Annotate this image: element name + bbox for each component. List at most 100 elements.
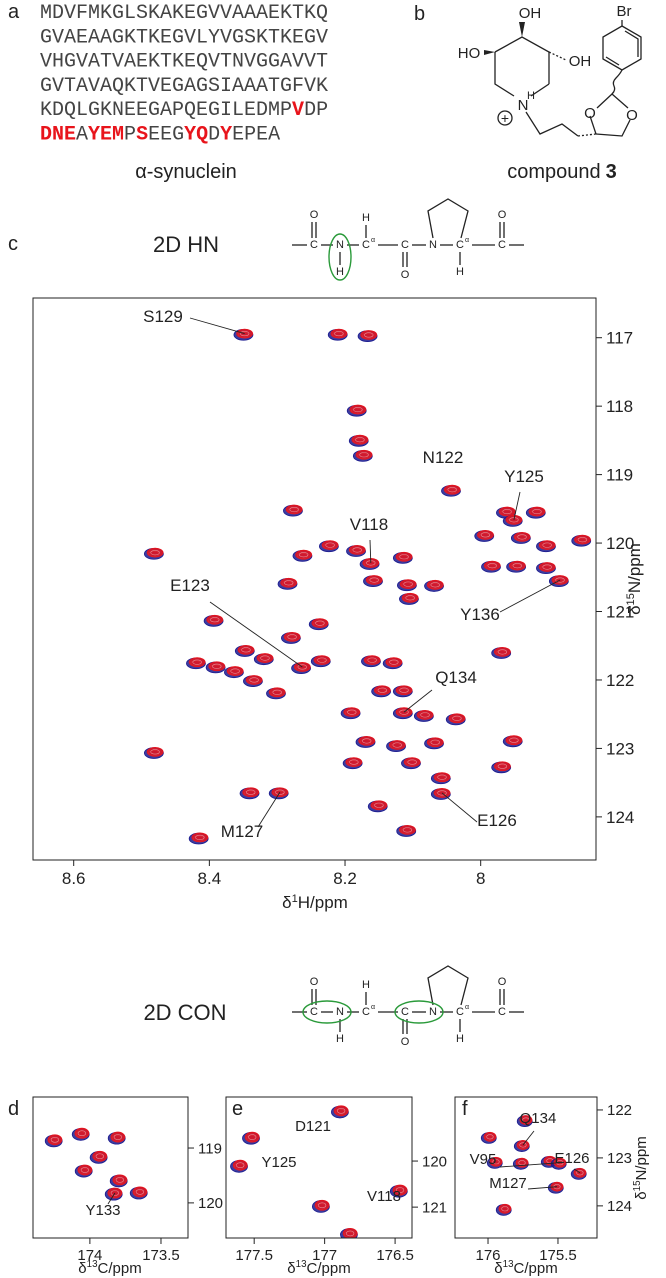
axis-title-part: 15 [632, 1180, 643, 1191]
peak-contour [399, 824, 416, 835]
sequence-line: VHGVATVAEKTKEQVTNVGGAVVT [40, 51, 328, 74]
bond [577, 133, 597, 137]
scheme-atom: O [401, 269, 410, 281]
peak-contour [448, 713, 466, 724]
peak-contour [256, 653, 274, 663]
bond [595, 119, 631, 137]
peak-contour [232, 1159, 248, 1171]
peak-contour [532, 509, 542, 515]
peak [392, 685, 413, 698]
peak-contour [150, 550, 160, 556]
panel-letter: e [232, 1098, 243, 1120]
residue: YEM [88, 124, 124, 147]
x-tick-label: 174 [77, 1247, 102, 1264]
residue: D [208, 124, 220, 147]
axis-title: δ13C/ppm [78, 1259, 141, 1277]
axis-title-part: C/ppm [307, 1260, 351, 1277]
y-tick-label: 120 [422, 1153, 447, 1170]
residue: YQ [184, 124, 208, 147]
peak [348, 434, 369, 447]
peak [186, 657, 206, 670]
peak-contour [483, 560, 501, 571]
peak-contour [519, 1115, 533, 1125]
scheme-atom: H [336, 266, 344, 278]
peak [571, 534, 592, 547]
highlight-ellipse [328, 233, 352, 281]
peak-contour [317, 1202, 327, 1209]
peak-contour [486, 1134, 494, 1140]
axis-title-part: N/ppm [633, 1136, 650, 1180]
peak-contour [497, 763, 508, 769]
axis-title: δ15N/ppm [625, 543, 644, 615]
peak-contour [311, 618, 329, 629]
panel-letter: b [414, 3, 425, 25]
experiment-title: 2D CON [143, 1000, 226, 1025]
leader-line [513, 491, 521, 520]
leader-line [573, 1168, 581, 1174]
peak [268, 787, 289, 800]
peak [389, 1184, 408, 1198]
peak-label: E126 [477, 811, 517, 830]
peak-contour [353, 407, 363, 413]
plot-frame [32, 297, 597, 861]
residue: EPEA [232, 124, 280, 147]
peak [480, 1131, 497, 1144]
peak-contour [297, 664, 307, 670]
y-tick-label: 122 [606, 671, 634, 690]
peak-contour [110, 1190, 120, 1196]
peak-contour [555, 577, 565, 583]
peak [357, 330, 378, 342]
peak [486, 1156, 503, 1169]
x-tick-label: 173.5 [142, 1247, 180, 1264]
peak-contour [226, 666, 244, 676]
x-tick-label: 175.5 [539, 1247, 577, 1264]
peak-contour [275, 789, 285, 795]
peak-contour [403, 581, 413, 587]
peak [109, 1174, 128, 1188]
peak-label: Q134 [520, 1110, 557, 1127]
peak-contour [132, 1186, 148, 1198]
peak-contour [113, 1134, 123, 1140]
peak-contour [395, 1187, 405, 1193]
peak [512, 1157, 529, 1170]
peak-label: Y133 [85, 1202, 120, 1219]
peak [203, 614, 224, 627]
peak [355, 735, 376, 748]
peak-contour [246, 789, 256, 795]
axis-title-part: C/ppm [98, 1260, 142, 1277]
bond [494, 36, 550, 84]
peak [281, 631, 301, 644]
residue: A [76, 124, 88, 147]
peak-contour [437, 774, 447, 780]
peak-contour [389, 659, 399, 665]
peak [359, 558, 380, 570]
peak [392, 551, 413, 564]
peak-contour [519, 1142, 527, 1148]
peak-contour [433, 772, 451, 783]
leader-line [499, 1162, 560, 1168]
scheme-atom: α [371, 237, 375, 244]
scheme-atom: O [401, 1036, 410, 1048]
peak-contour [343, 707, 361, 718]
peak-contour [487, 563, 497, 569]
peak-contour [349, 404, 367, 415]
peak [392, 707, 413, 720]
peak-contour [321, 540, 339, 551]
charge-circle [497, 110, 513, 126]
leader-line [441, 792, 478, 823]
scheme-ring [427, 965, 469, 1006]
peak-contour [538, 540, 556, 551]
peak-contour [287, 634, 297, 640]
peak-contour [272, 689, 282, 695]
peak [481, 560, 501, 573]
peak [474, 529, 495, 542]
peak-contour [239, 331, 250, 337]
structure: Br OH HO OH N H + O O [458, 3, 642, 137]
peak-label: V95 [470, 1151, 497, 1168]
peak [242, 1131, 260, 1145]
peak-contour [345, 757, 363, 768]
scheme-atom: H [456, 1033, 464, 1045]
peak-contour [135, 1189, 145, 1195]
atom-label: OH [569, 53, 592, 70]
